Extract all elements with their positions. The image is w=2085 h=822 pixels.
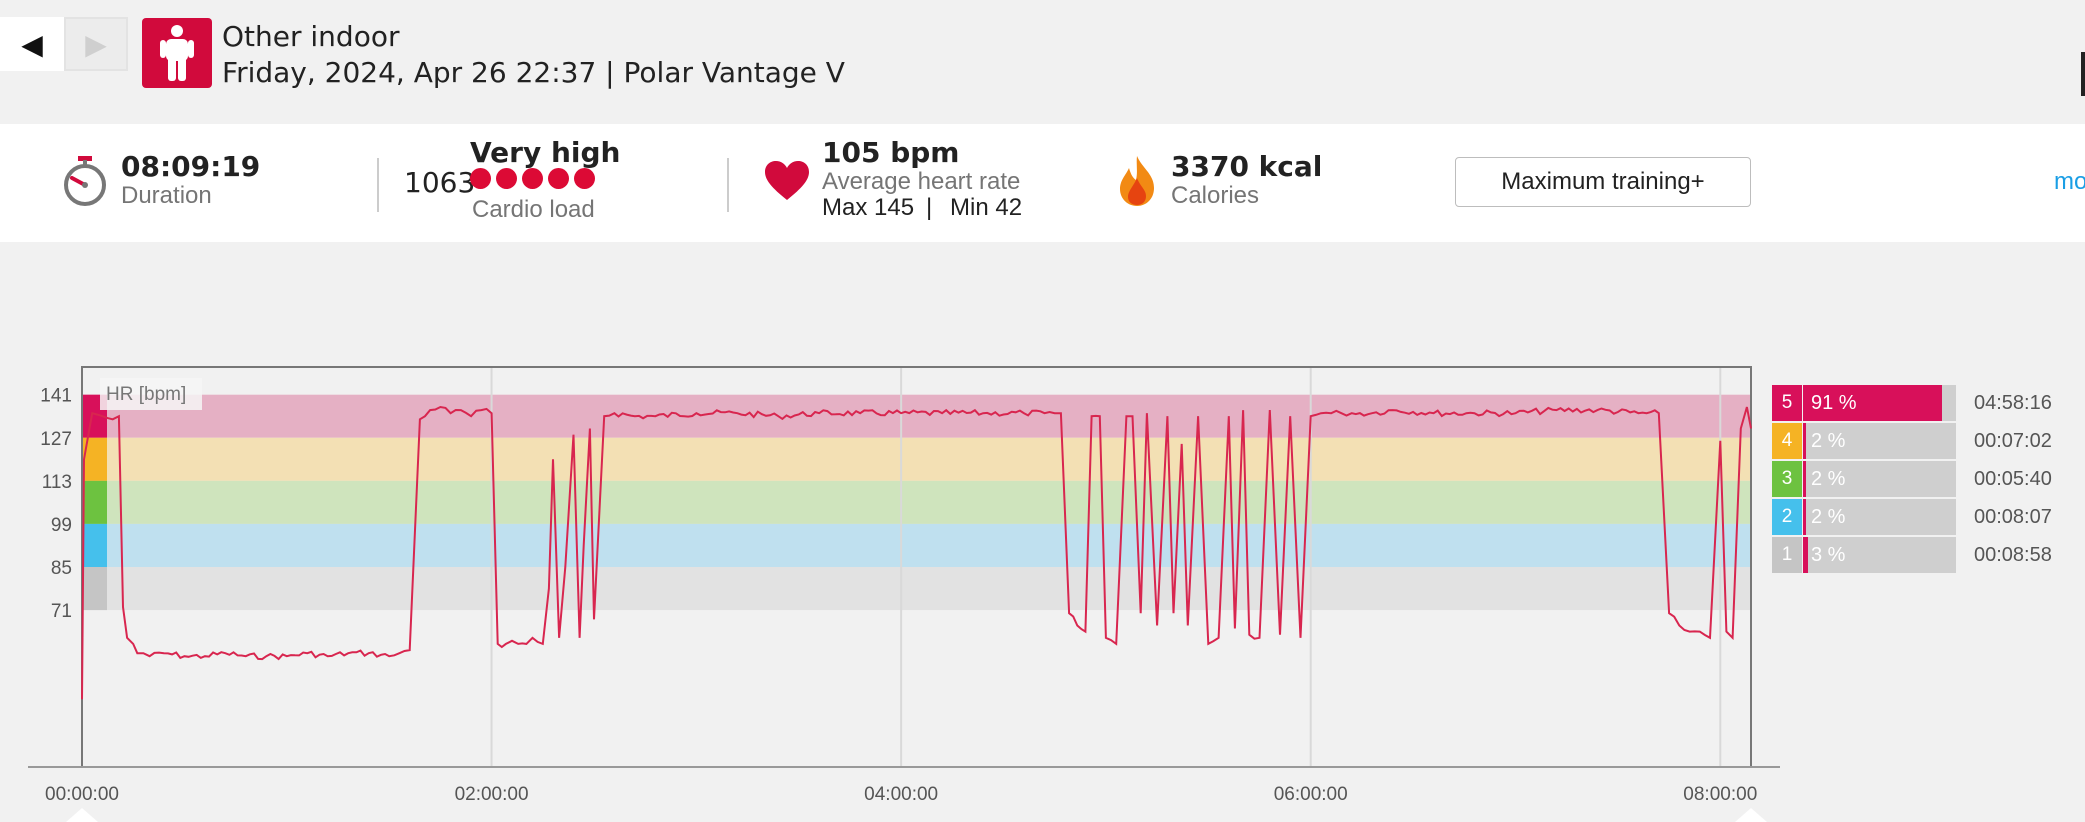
zone-percentage-label: 2 % [1811,468,1846,490]
previous-activity-button[interactable]: ◀ [0,17,64,71]
zone-time: 04:58:16 [1974,392,2052,414]
zone-percentage-bar: 2 % [1803,461,1956,497]
zone-marker-3 [83,480,107,524]
zone-percentage-fill [1803,499,1807,535]
heart-icon [765,161,809,200]
zone-percentage-bar: 91 % [1803,385,1956,421]
sport-icon-tile [142,18,212,88]
zone-number: 5 [1772,385,1802,421]
y-axis-ticks: 141 127 113 99 85 71 [40,386,72,622]
heart-rate-label: Average heart rate [822,168,1021,195]
zone-time: 00:07:02 [1974,430,2052,452]
heart-rate-max: Max 145 [822,194,915,221]
zone-percentage-fill [1803,385,1943,421]
zone-row-3: 3 2 % [1772,461,1956,497]
scrollbar[interactable] [2081,52,2085,96]
zone-bands [82,394,1751,611]
zone-time: 00:05:40 [1974,468,2052,490]
zone-marker-1 [83,567,107,611]
zone-number: 2 [1772,499,1802,535]
zone-percentage-label: 2 % [1811,506,1846,528]
zone-band-1 [82,567,1751,611]
zone-band-4 [82,437,1751,481]
zone-band-2 [82,523,1751,567]
cardio-load-value: 1063 [404,166,476,199]
calories-label: Calories [1171,182,1260,209]
time-handle-end[interactable] [1735,808,1767,822]
more-link[interactable]: mo [2054,168,2085,195]
zone-row-5: 5 91 % [1772,385,1956,421]
x-tick-label: 08:00:00 [1683,784,1757,805]
zone-percentage-bar: 2 % [1803,499,1956,535]
divider [377,158,379,212]
zone-time: 00:08:07 [1974,506,2052,528]
zone-percentage-fill [1803,537,1808,573]
cardio-load-dot [496,168,517,189]
zone-band-3 [82,480,1751,524]
cardio-load-dot [548,168,569,189]
zone-time: 00:08:58 [1974,544,2052,566]
cardio-load-level: Very high [470,136,621,169]
y-tick-label: 113 [42,472,72,493]
x-tick-label: 00:00:00 [45,784,119,805]
heart-rate-chart: 141 127 113 99 85 71 00:00:00 02:00:00 04:00:00… [28,366,1780,822]
zone-percentage-label: 3 % [1811,544,1846,566]
activity-subtitle: Friday, 2024, Apr 26 22:37 | Polar Vanta… [222,56,845,89]
zone-row-4: 4 2 % [1772,423,1956,459]
y-tick-label: 127 [40,429,72,450]
duration-label: Duration [121,182,212,209]
next-activity-button[interactable]: ▶ [64,17,128,71]
x-tick-label: 06:00:00 [1274,784,1348,805]
summary-bar: 08:09:19 Duration Very high 1063 Cardio … [0,124,2085,242]
zone-percentage-label: 2 % [1811,430,1846,452]
zone-percentage-label: 91 % [1811,392,1857,414]
cardio-load-dot [522,168,543,189]
person-standing-icon [160,25,194,81]
time-handle-start[interactable] [66,808,98,822]
arrow-right-icon: ▶ [85,28,107,60]
zone-marker-2 [83,523,107,567]
training-benefit-button[interactable]: Maximum training+ [1455,157,1751,207]
heart-rate-average: 105 bpm [822,136,960,169]
zone-number: 1 [1772,537,1802,573]
divider [727,158,729,212]
heart-rate-divider: | [926,194,933,221]
duration-value: 08:09:19 [121,150,261,183]
flame-icon [1120,156,1154,206]
y-tick-label: 71 [51,601,72,622]
legend-label: HR [bpm] [106,384,186,405]
cardio-load-dot [470,168,491,189]
zone-markers [83,394,107,611]
cardio-load-dot [574,168,595,189]
x-tick-label: 04:00:00 [864,784,938,805]
zone-number: 3 [1772,461,1802,497]
zone-number: 4 [1772,423,1802,459]
zone-percentage-fill [1803,423,1807,459]
heart-rate-line [81,405,1752,700]
zone-row-2: 2 2 % [1772,499,1956,535]
zone-percentage-bar: 2 % [1803,423,1956,459]
heart-rate-min: Min 42 [950,194,1023,221]
zone-band-5 [82,394,1751,438]
cardio-load-dots [470,168,595,189]
y-tick-label: 141 [40,386,72,407]
x-tick-label: 02:00:00 [455,784,529,805]
zone-row-1: 1 3 % [1772,537,1956,573]
activity-title: Other indoor [222,20,400,53]
y-tick-label: 85 [51,558,72,579]
x-axis-ticks: 00:00:00 02:00:00 04:00:00 06:00:00 08:00:00 [45,784,1757,805]
cardio-load-label: Cardio load [472,196,595,223]
zone-percentage-bar: 3 % [1803,537,1956,573]
zone-percentage-fill [1803,461,1807,497]
stopwatch-icon [64,156,106,206]
y-tick-label: 99 [51,515,72,536]
calories-value: 3370 kcal [1171,150,1323,183]
legend-box [100,378,202,410]
arrow-left-icon: ◀ [21,28,43,60]
